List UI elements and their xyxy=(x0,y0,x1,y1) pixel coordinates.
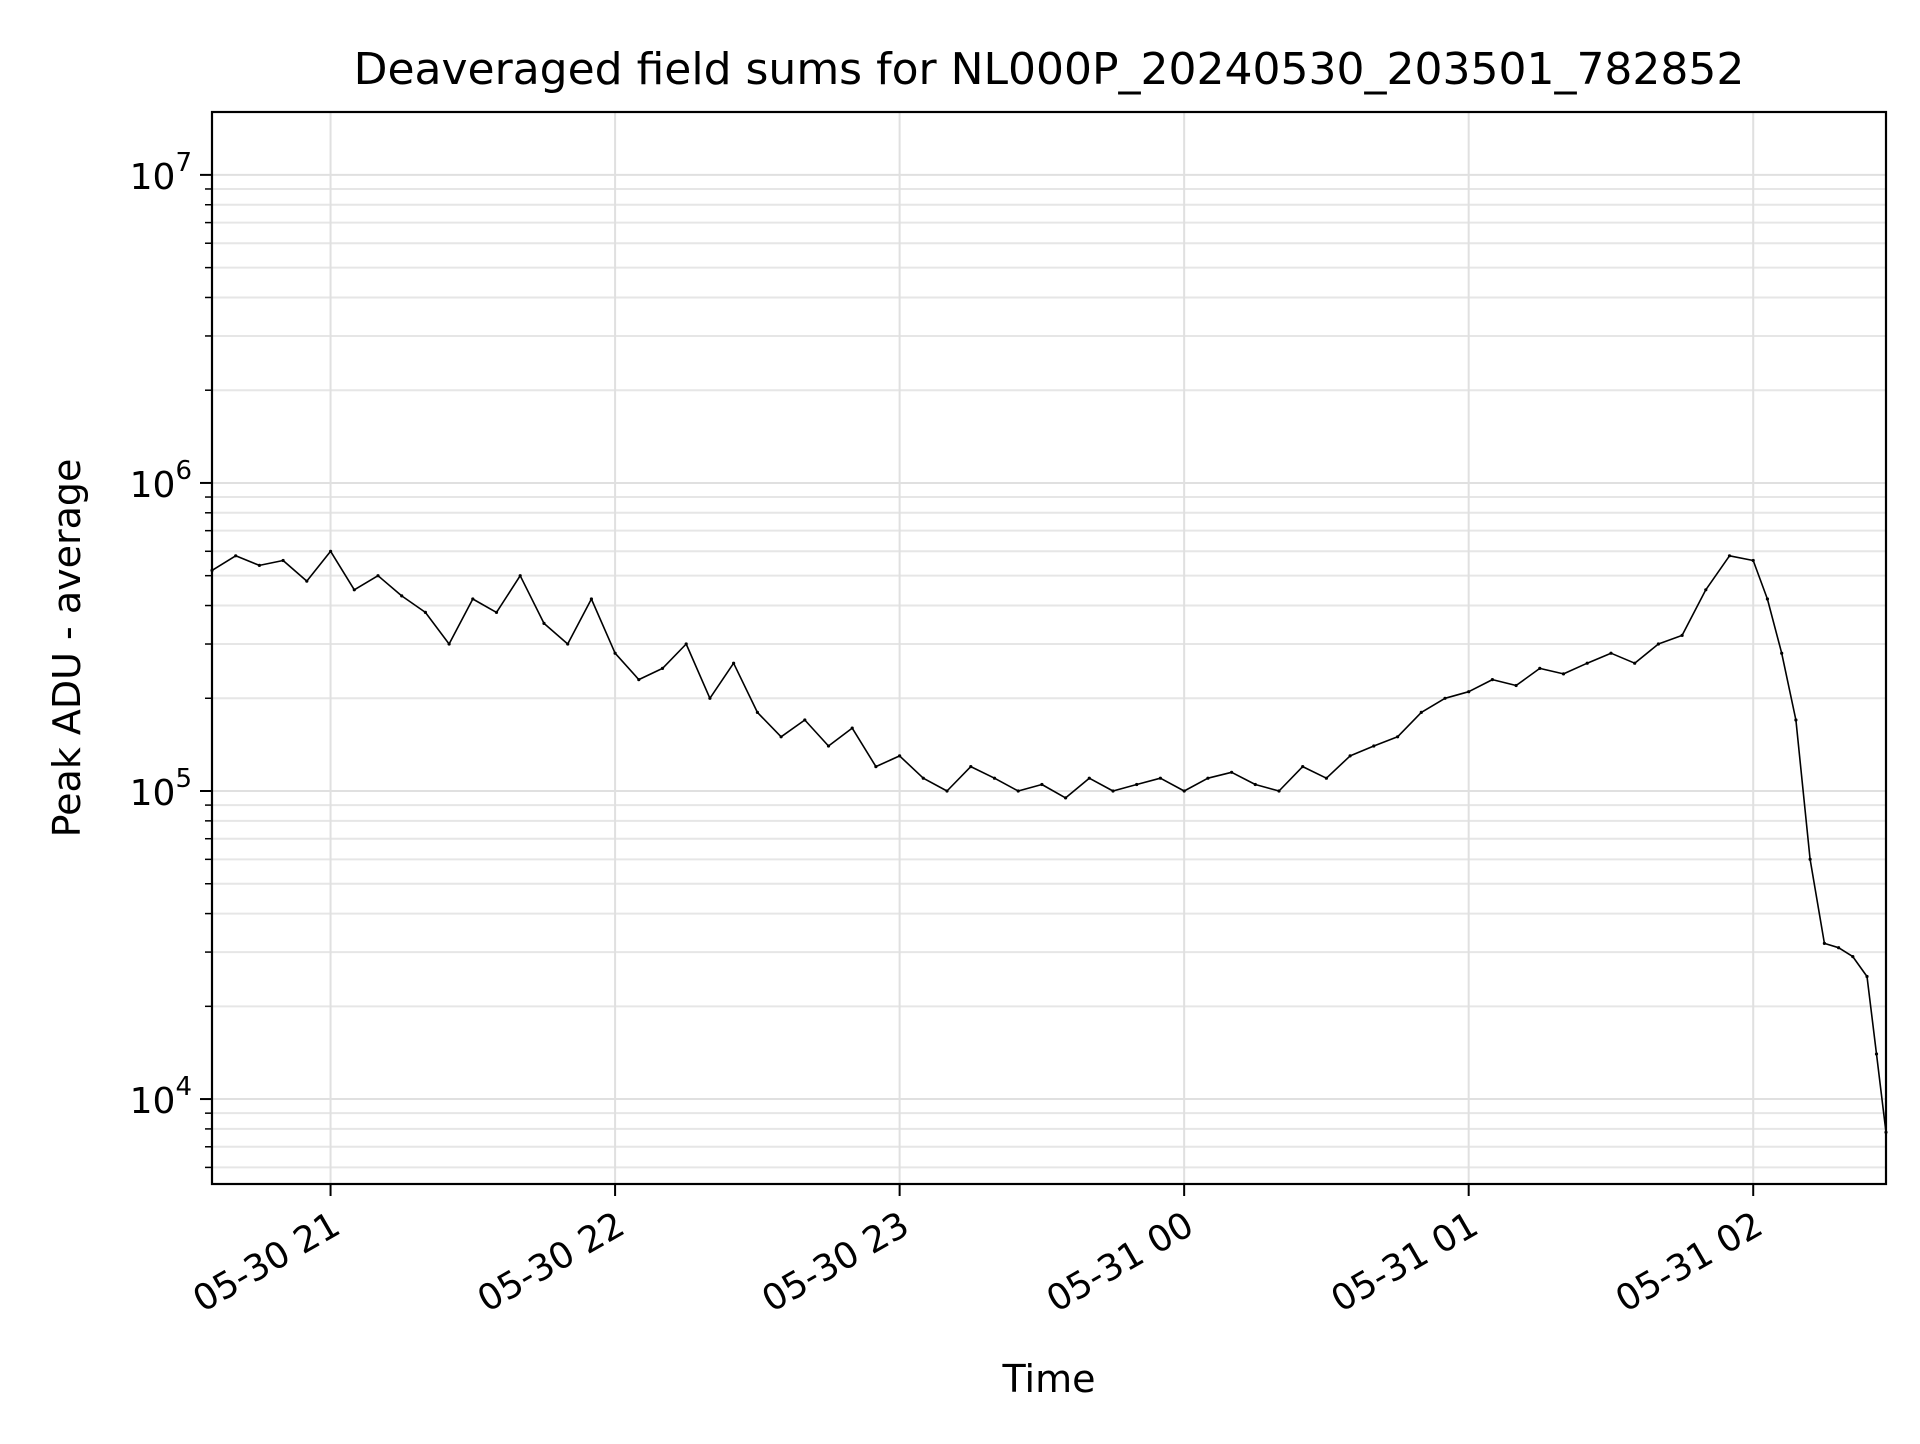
data-point xyxy=(1206,776,1210,780)
data-point xyxy=(494,610,499,615)
data-point xyxy=(1851,955,1855,959)
data-point xyxy=(1751,558,1755,563)
data-point xyxy=(1182,789,1186,793)
data-point xyxy=(471,597,475,601)
y-tick-label-exponent: 7 xyxy=(175,148,192,178)
data-point xyxy=(1561,672,1566,676)
data-point xyxy=(1396,735,1400,739)
data-line xyxy=(211,550,1887,1133)
y-tick-label-base: 10 xyxy=(130,1081,176,1122)
data-point xyxy=(518,574,522,578)
data-point xyxy=(1585,661,1589,665)
data-point xyxy=(1348,754,1352,758)
data-point xyxy=(1609,651,1613,655)
data-point xyxy=(1680,633,1684,638)
data-point xyxy=(874,765,878,769)
data-point xyxy=(423,610,427,615)
data-point xyxy=(589,597,594,601)
data-point xyxy=(257,563,261,568)
data-point xyxy=(660,666,665,671)
data-point xyxy=(447,642,451,646)
data-point xyxy=(1865,974,1869,979)
data-point xyxy=(352,588,356,592)
data-point xyxy=(992,776,997,780)
x-axis-label: Time xyxy=(1002,1357,1096,1401)
data-point xyxy=(1158,776,1162,780)
y-tick-label-exponent: 4 xyxy=(175,1072,192,1102)
data-point xyxy=(684,642,688,646)
data-point xyxy=(1538,666,1542,671)
data-point xyxy=(898,754,902,758)
y-axis-label: Peak ADU - average xyxy=(45,459,89,838)
data-point xyxy=(1765,597,1769,601)
data-point xyxy=(1780,651,1784,655)
data-point xyxy=(1277,789,1281,793)
data-point xyxy=(945,789,949,793)
data-point xyxy=(1490,678,1494,682)
data-point xyxy=(1087,776,1091,780)
data-point xyxy=(1822,941,1826,946)
data-point xyxy=(400,594,404,598)
data-point xyxy=(1372,744,1376,748)
data-point xyxy=(1111,789,1115,793)
y-tick-label-exponent: 6 xyxy=(175,456,192,486)
y-tick-label: 106 xyxy=(130,456,192,506)
data-point xyxy=(1064,796,1068,800)
data-point xyxy=(1704,588,1708,592)
y-tick-label-base: 10 xyxy=(130,773,176,814)
chart-title: Deaveraged field sums for NL000P_2024053… xyxy=(354,44,1745,95)
data-point xyxy=(1633,661,1637,665)
y-tick-label: 105 xyxy=(130,764,192,814)
y-tick-label-base: 10 xyxy=(130,157,176,198)
data-point xyxy=(1419,710,1423,715)
data-point xyxy=(1230,770,1234,774)
y-tick-label-exponent: 5 xyxy=(175,764,192,794)
data-point xyxy=(1514,683,1518,688)
data-point xyxy=(329,549,333,553)
plot-frame xyxy=(210,110,1888,1186)
data-point xyxy=(755,710,760,715)
data-point xyxy=(234,554,238,558)
data-point xyxy=(1324,776,1328,780)
y-tick-label: 104 xyxy=(130,1072,192,1122)
grid xyxy=(212,112,1886,1184)
data-point xyxy=(1808,857,1812,861)
data-point xyxy=(921,776,925,780)
data-point xyxy=(613,651,617,655)
data-point xyxy=(542,621,546,626)
data-point xyxy=(1253,782,1257,787)
data-point xyxy=(1016,789,1020,793)
series-layer xyxy=(210,549,1888,1134)
data-point xyxy=(969,765,973,769)
y-tick-label: 107 xyxy=(130,148,192,198)
data-point xyxy=(1040,782,1044,787)
data-point xyxy=(637,678,641,682)
y-tick-label-base: 10 xyxy=(130,465,176,506)
data-point xyxy=(305,579,309,583)
data-point xyxy=(1467,690,1471,694)
data-point xyxy=(779,735,783,739)
data-point xyxy=(1656,642,1660,646)
data-point xyxy=(376,574,380,578)
data-point xyxy=(566,642,570,646)
data-point xyxy=(1135,782,1139,787)
data-point xyxy=(1443,696,1447,700)
data-point xyxy=(803,718,807,722)
data-point xyxy=(826,744,831,748)
data-point xyxy=(732,661,736,665)
data-point xyxy=(708,696,712,700)
data-point xyxy=(1301,765,1305,769)
data-point xyxy=(850,726,854,730)
data-point xyxy=(281,558,285,563)
data-point xyxy=(1727,554,1732,558)
data-point xyxy=(1874,1052,1879,1056)
data-point xyxy=(1794,718,1798,722)
data-point xyxy=(1837,946,1841,950)
